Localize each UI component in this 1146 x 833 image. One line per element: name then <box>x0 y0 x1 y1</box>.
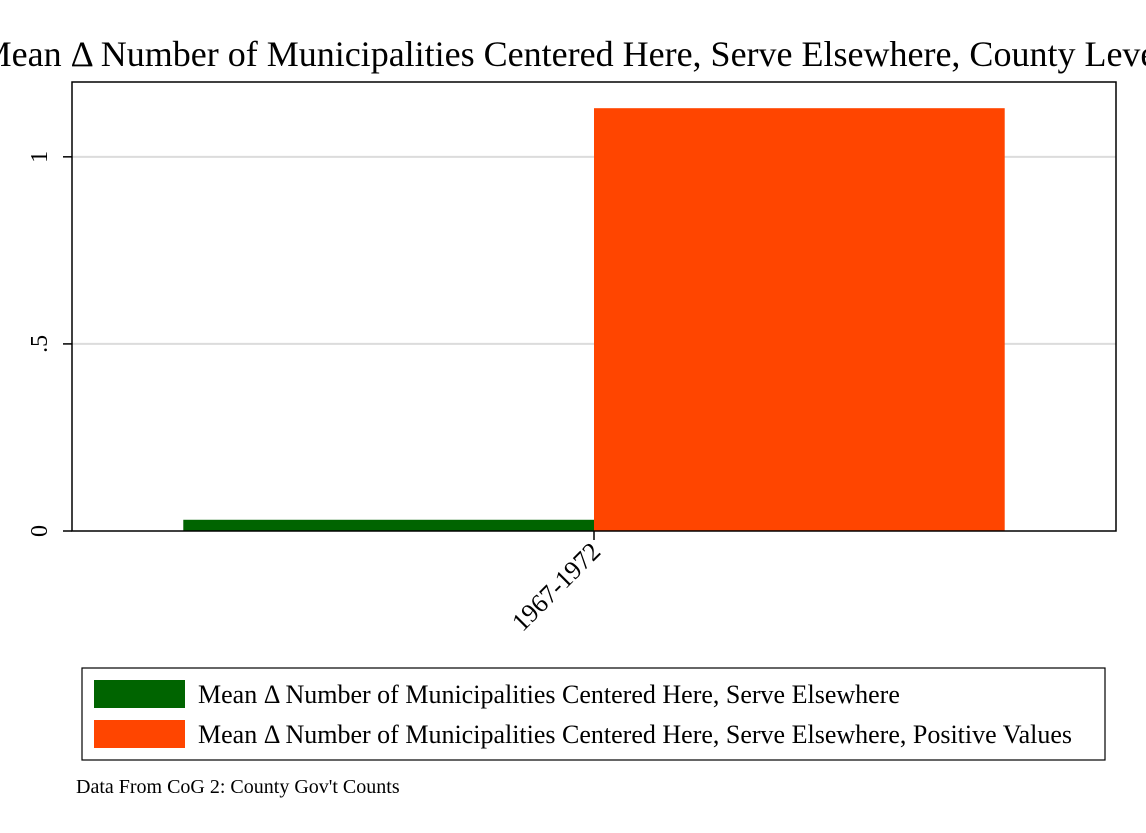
legend-label-1: Mean Δ Number of Municipalities Centered… <box>198 680 900 709</box>
x-axis: 1967-1972 <box>506 531 606 637</box>
legend: Mean Δ Number of Municipalities Centered… <box>81 667 1106 761</box>
bar-1 <box>183 519 594 531</box>
x-tick-label: 1967-1972 <box>506 537 606 637</box>
legend-label-2: Mean Δ Number of Municipalities Centered… <box>198 720 1072 749</box>
y-axis: 0.51 <box>27 151 72 537</box>
bars <box>183 108 1005 532</box>
y-tick-label: 0 <box>27 525 53 537</box>
y-tick-label: .5 <box>27 335 53 353</box>
source-note: Data From CoG 2: County Gov't Counts <box>76 776 400 798</box>
legend-swatch-1 <box>94 680 185 708</box>
legend-frame <box>81 667 1106 761</box>
chart-title: Mean Δ Number of Municipalities Centered… <box>0 34 1146 74</box>
legend-swatch-2 <box>94 720 185 748</box>
y-tick-label: 1 <box>27 151 53 163</box>
bar-2 <box>594 108 1005 532</box>
